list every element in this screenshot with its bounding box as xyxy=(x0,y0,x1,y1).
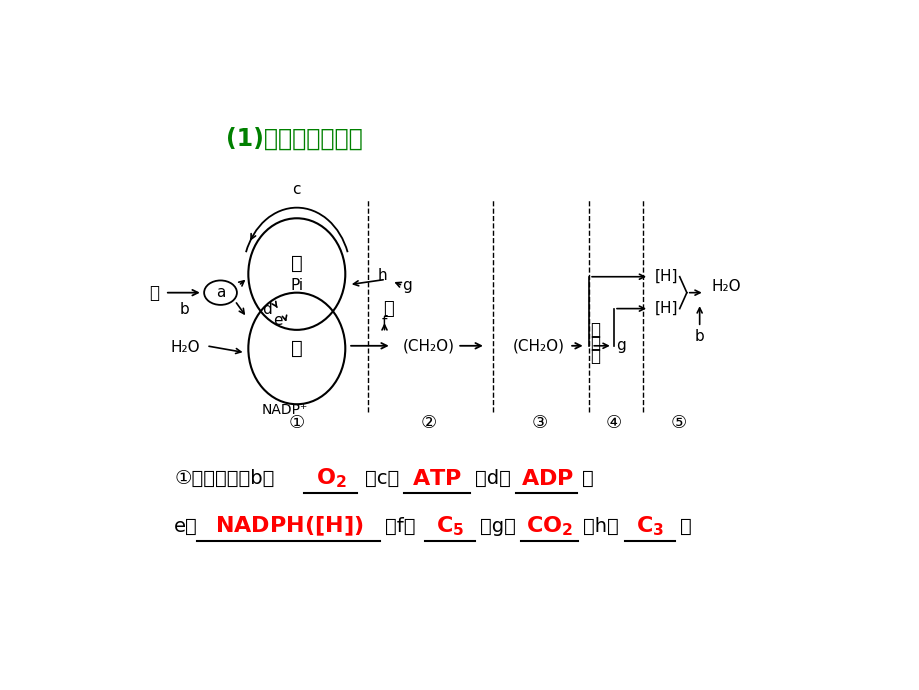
Text: c: c xyxy=(292,181,301,197)
Text: H₂O: H₂O xyxy=(710,279,740,294)
Text: ③: ③ xyxy=(530,414,547,432)
Text: 酶: 酶 xyxy=(382,299,393,317)
Text: [H]: [H] xyxy=(654,269,678,284)
Text: ④: ④ xyxy=(606,414,621,432)
Text: NADP⁺: NADP⁺ xyxy=(261,402,308,417)
Text: ，f：: ，f： xyxy=(384,517,414,536)
Text: 酶: 酶 xyxy=(290,254,302,273)
Text: b: b xyxy=(180,302,189,317)
Text: d: d xyxy=(262,302,271,317)
Text: $\mathbf{ATP}$: $\mathbf{ATP}$ xyxy=(412,469,461,489)
Text: ①: ① xyxy=(289,414,304,432)
Text: e: e xyxy=(273,313,282,328)
Text: 酸: 酸 xyxy=(590,347,600,365)
Text: (1)物质转变过程：: (1)物质转变过程： xyxy=(225,126,362,150)
Text: Pi: Pi xyxy=(289,278,303,293)
Text: ①物质名称：b：: ①物质名称：b： xyxy=(174,469,274,488)
Text: 光: 光 xyxy=(149,284,159,302)
Text: 酶: 酶 xyxy=(290,339,302,358)
Text: $\mathbf{O_2}$: $\mathbf{O_2}$ xyxy=(315,467,346,491)
Text: [H]: [H] xyxy=(654,301,678,316)
Text: 丙: 丙 xyxy=(590,321,600,339)
Text: 锐: 锐 xyxy=(590,334,600,352)
Text: b: b xyxy=(694,329,704,344)
Text: (CH₂O): (CH₂O) xyxy=(513,338,564,353)
Text: ⑤: ⑤ xyxy=(669,414,686,432)
Text: $\mathbf{NADPH([H])}$: $\mathbf{NADPH([H])}$ xyxy=(214,515,363,538)
Text: ，g：: ，g： xyxy=(480,517,516,536)
Text: $\mathbf{ADP}$: $\mathbf{ADP}$ xyxy=(520,469,573,489)
Text: g: g xyxy=(616,338,626,353)
Text: ，c：: ，c： xyxy=(364,469,398,488)
Text: g: g xyxy=(402,278,412,293)
Text: $\mathbf{C_3}$: $\mathbf{C_3}$ xyxy=(635,515,663,538)
Text: 。: 。 xyxy=(680,517,691,536)
Text: h: h xyxy=(377,268,387,283)
Text: ②: ② xyxy=(420,414,437,432)
Text: (CH₂O): (CH₂O) xyxy=(403,338,454,353)
Text: $\mathbf{C_5}$: $\mathbf{C_5}$ xyxy=(436,515,464,538)
Text: e：: e： xyxy=(174,517,198,536)
Text: ，h：: ，h： xyxy=(583,517,618,536)
Text: f: f xyxy=(381,315,387,331)
Text: ，: ， xyxy=(582,469,593,488)
Text: H₂O: H₂O xyxy=(170,340,199,355)
Text: ，d：: ，d： xyxy=(474,469,510,488)
Text: a: a xyxy=(216,285,225,300)
Text: $\mathbf{CO_2}$: $\mathbf{CO_2}$ xyxy=(526,515,573,538)
